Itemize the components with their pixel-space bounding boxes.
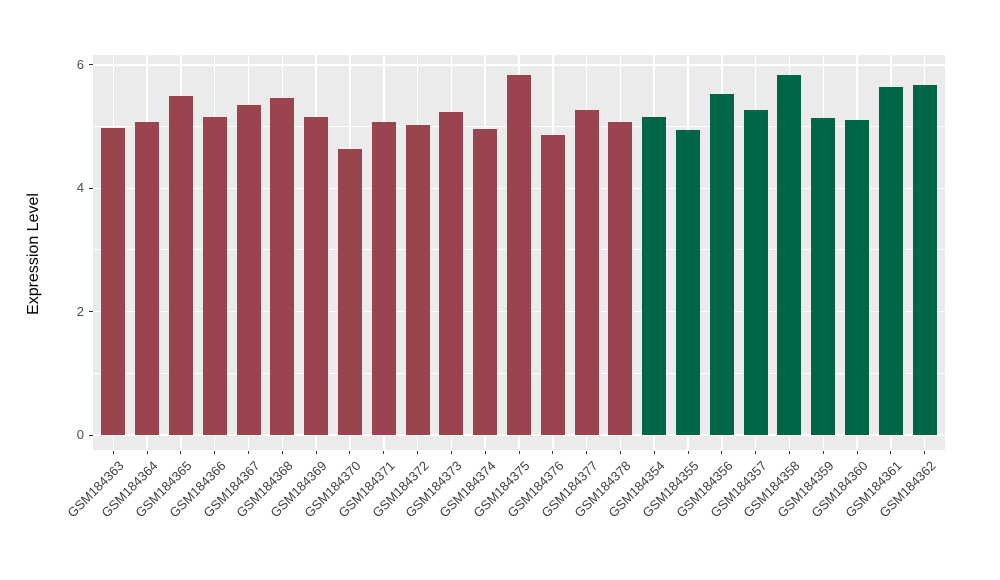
x-axis-tick — [721, 451, 723, 454]
y-tick-label: 2 — [76, 303, 84, 319]
x-axis-tick — [755, 451, 757, 454]
bar — [811, 118, 836, 435]
y-tick-label: 0 — [76, 427, 84, 442]
bar — [304, 117, 329, 435]
bar — [608, 122, 633, 435]
y-axis-tick — [89, 187, 93, 189]
bar — [574, 109, 599, 435]
x-tick-label-text: GSM184362 — [876, 458, 939, 521]
y-tick-label: 4 — [76, 180, 84, 196]
y-axis-tick — [89, 311, 93, 313]
x-axis-tick — [518, 451, 520, 454]
y-axis-tick — [89, 434, 93, 436]
x-axis-tick — [281, 451, 283, 454]
bar — [202, 116, 227, 435]
y-tick-label: 6 — [76, 56, 84, 72]
x-axis-tick — [924, 451, 926, 454]
bar — [642, 116, 667, 435]
x-axis-tick — [248, 451, 250, 454]
plot-panel — [93, 55, 945, 450]
x-axis-tick — [788, 451, 790, 454]
bar — [135, 122, 160, 435]
bar — [337, 149, 362, 435]
y-axis-tick — [89, 64, 93, 66]
bar — [540, 135, 565, 435]
x-axis-tick — [822, 451, 824, 454]
bar — [371, 122, 396, 435]
x-axis-tick — [417, 451, 419, 454]
bar — [473, 129, 498, 435]
bar — [845, 120, 870, 435]
bar — [709, 93, 734, 435]
x-axis-tick — [112, 451, 114, 454]
x-axis-tick — [383, 451, 385, 454]
x-axis-tick — [484, 451, 486, 454]
y-axis-title: Expression Level — [25, 193, 42, 315]
x-axis-tick — [856, 451, 858, 454]
x-axis-tick — [180, 451, 182, 454]
bar — [777, 74, 802, 435]
x-axis-tick — [315, 451, 317, 454]
bar — [912, 85, 937, 435]
bar — [439, 111, 464, 435]
bar — [270, 97, 295, 435]
bar — [236, 105, 261, 435]
bar — [878, 86, 903, 435]
x-tick-label: GSM184362 — [778, 457, 938, 520]
x-axis-tick — [146, 451, 148, 454]
bar — [405, 124, 430, 435]
bar — [101, 127, 126, 435]
x-axis-tick — [619, 451, 621, 454]
bar — [507, 74, 531, 435]
x-axis-tick — [214, 451, 216, 454]
x-axis-tick — [349, 451, 351, 454]
x-axis-tick — [687, 451, 689, 454]
x-axis-tick — [450, 451, 452, 454]
x-axis-tick — [586, 451, 588, 454]
bar — [676, 130, 701, 435]
bar — [168, 95, 193, 435]
x-axis-tick — [653, 451, 655, 454]
x-axis-tick — [552, 451, 554, 454]
bar — [743, 109, 768, 435]
x-axis-tick — [890, 451, 892, 454]
